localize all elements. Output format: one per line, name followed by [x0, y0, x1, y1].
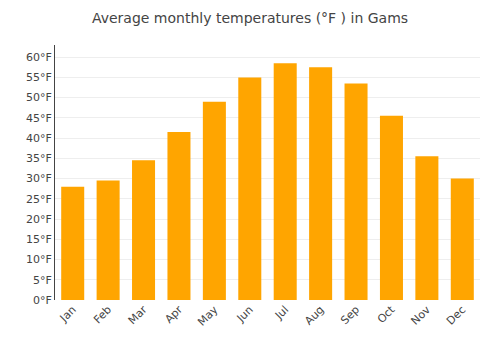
svg-text:30°F: 30°F: [26, 172, 52, 185]
svg-text:50°F: 50°F: [26, 91, 52, 104]
svg-text:May: May: [195, 303, 221, 329]
svg-text:15°F: 15°F: [26, 233, 52, 246]
svg-text:35°F: 35°F: [26, 152, 52, 165]
svg-text:25°F: 25°F: [26, 193, 52, 206]
svg-text:Feb: Feb: [91, 303, 114, 326]
svg-text:0°F: 0°F: [33, 294, 52, 307]
svg-text:45°F: 45°F: [26, 112, 52, 125]
svg-text:Jun: Jun: [234, 303, 256, 325]
svg-text:Aug: Aug: [302, 303, 326, 327]
svg-text:Average monthly temperatures (: Average monthly temperatures (°F ) in Ga…: [92, 10, 408, 26]
svg-text:Apr: Apr: [162, 303, 185, 326]
svg-text:Jan: Jan: [57, 303, 79, 325]
svg-text:Sep: Sep: [338, 303, 362, 327]
svg-text:Dec: Dec: [444, 303, 468, 327]
svg-text:10°F: 10°F: [26, 253, 52, 266]
svg-text:40°F: 40°F: [26, 132, 52, 145]
svg-text:60°F: 60°F: [26, 51, 52, 64]
svg-text:55°F: 55°F: [26, 71, 52, 84]
svg-text:Nov: Nov: [409, 303, 434, 328]
svg-text:Mar: Mar: [126, 303, 150, 327]
svg-text:Oct: Oct: [375, 303, 398, 326]
svg-text:20°F: 20°F: [26, 213, 52, 226]
svg-text:5°F: 5°F: [33, 274, 52, 287]
svg-text:Jul: Jul: [272, 303, 291, 322]
